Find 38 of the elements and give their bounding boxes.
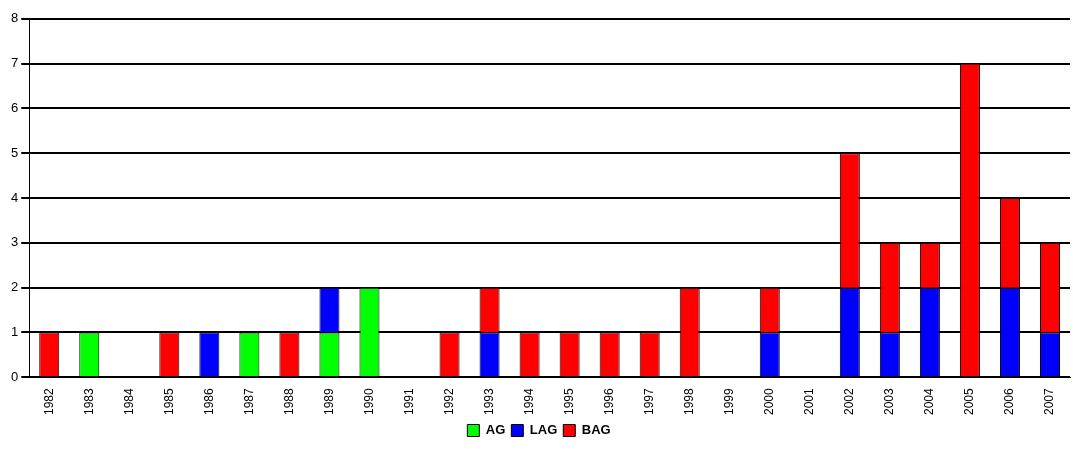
x-tick-label: 1990 (361, 387, 376, 416)
x-tick-label: 2000 (762, 387, 777, 416)
x-tick-label: 1988 (281, 387, 296, 416)
x-tick-label: 1982 (41, 387, 56, 416)
x-tick-label: 1998 (682, 387, 697, 416)
legend-label: BAG (581, 422, 611, 438)
x-tick-label: 2005 (962, 387, 977, 416)
x-tick-label: 2007 (1042, 387, 1057, 416)
x-tick-label: 1997 (642, 387, 656, 416)
x-tick-label: 1999 (722, 387, 737, 416)
y-tick-label: 2 (11, 279, 19, 295)
x-tick-label: 1989 (321, 387, 336, 416)
x-tick-label: 1986 (201, 387, 216, 416)
x-tick-label: 1993 (481, 387, 496, 416)
y-tick-label: 1 (11, 324, 19, 340)
x-tick-label: 2002 (842, 387, 857, 416)
x-tick-label: 2003 (882, 387, 897, 416)
x-tick-label: 2006 (1002, 387, 1017, 416)
x-tick-label: 2001 (802, 387, 817, 416)
y-tick-label: 7 (11, 55, 19, 71)
y-tick-label: 6 (11, 100, 19, 115)
x-tick-label: 1991 (401, 387, 416, 416)
y-tick-label: 4 (11, 189, 19, 205)
x-tick-label: 1996 (601, 387, 616, 416)
legend-label: LAG (529, 422, 558, 438)
x-tick-label: 1985 (161, 387, 176, 416)
x-tick-label: 1987 (241, 387, 256, 416)
x-tick-label: 1984 (121, 387, 136, 416)
y-tick-label: 3 (11, 234, 19, 250)
x-tick-label: 1995 (561, 387, 576, 416)
y-tick-label: 8 (11, 10, 19, 26)
x-tick-label: 1983 (81, 387, 96, 416)
x-tick-label: 1994 (521, 387, 536, 416)
x-tick-label: 2004 (922, 387, 937, 416)
x-tick-label: 1992 (441, 387, 456, 416)
y-tick-label: 0 (11, 368, 19, 384)
legend-label: AG (485, 422, 506, 438)
y-tick-label: 5 (11, 144, 19, 160)
